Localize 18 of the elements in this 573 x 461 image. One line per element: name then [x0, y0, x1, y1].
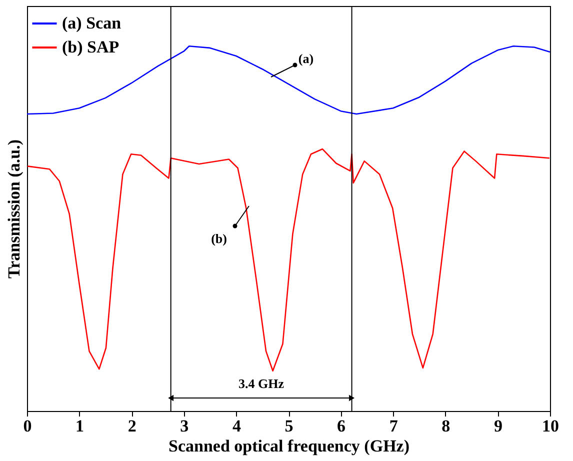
x-tick-label: 8 [442, 416, 450, 436]
x-tick-label: 4 [232, 416, 242, 436]
x-tick-label: 3 [180, 416, 189, 436]
legend-label: (a) Scan [62, 14, 122, 32]
x-tick-label: 7 [389, 416, 398, 436]
annotation: (b) [211, 231, 227, 246]
x-tick-label: 9 [494, 416, 502, 436]
x-tick-label: 5 [284, 416, 294, 436]
x-tick-label: 1 [76, 416, 84, 436]
x-tick-label: 10 [542, 416, 559, 436]
x-tick-label: 2 [128, 416, 136, 436]
x-axis-title: Scanned optical frequency (GHz) [168, 436, 410, 456]
annotation: (a) [298, 51, 314, 66]
y-axis-title: Transmission (a.u.) [4, 139, 24, 279]
x-tick-label: 6 [337, 416, 346, 436]
annotation: 3.4 GHz [238, 376, 284, 391]
legend-label: (b) SAP [62, 38, 120, 56]
x-tick-label: 0 [23, 416, 32, 436]
